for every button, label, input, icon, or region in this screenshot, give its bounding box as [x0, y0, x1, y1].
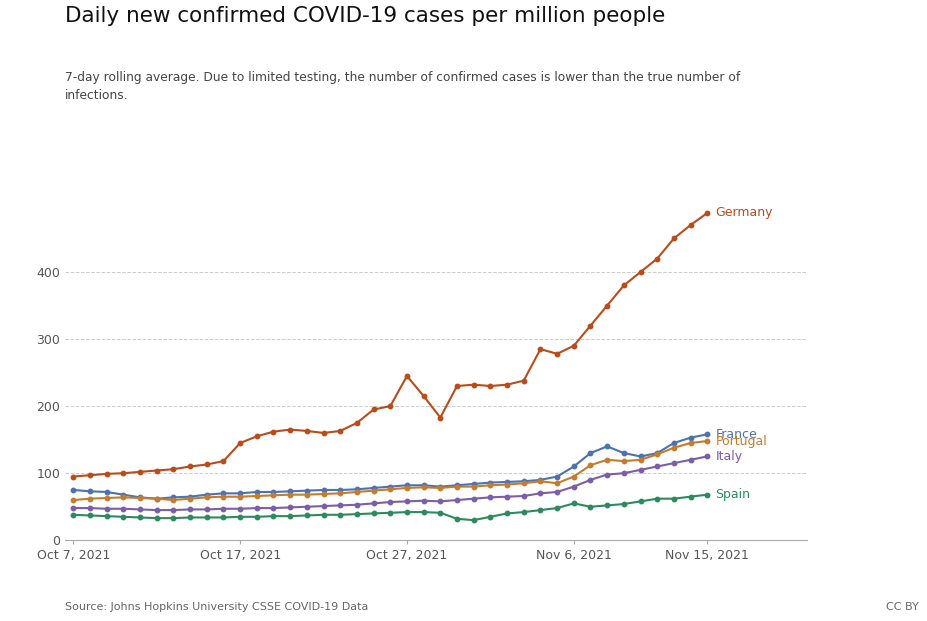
- Text: CC BY: CC BY: [885, 602, 918, 612]
- Text: Germany: Germany: [715, 206, 772, 219]
- Text: Our World: Our World: [830, 30, 894, 40]
- Text: in Data: in Data: [839, 51, 884, 61]
- Text: France: France: [715, 428, 756, 441]
- Text: Italy: Italy: [715, 450, 742, 463]
- Text: Portugal: Portugal: [715, 435, 767, 448]
- Text: Source: Johns Hopkins University CSSE COVID-19 Data: Source: Johns Hopkins University CSSE CO…: [65, 602, 368, 612]
- Text: Daily new confirmed COVID-19 cases per million people: Daily new confirmed COVID-19 cases per m…: [65, 6, 665, 26]
- Text: Spain: Spain: [715, 488, 750, 501]
- Text: 7-day rolling average. Due to limited testing, the number of confirmed cases is : 7-day rolling average. Due to limited te…: [65, 71, 740, 102]
